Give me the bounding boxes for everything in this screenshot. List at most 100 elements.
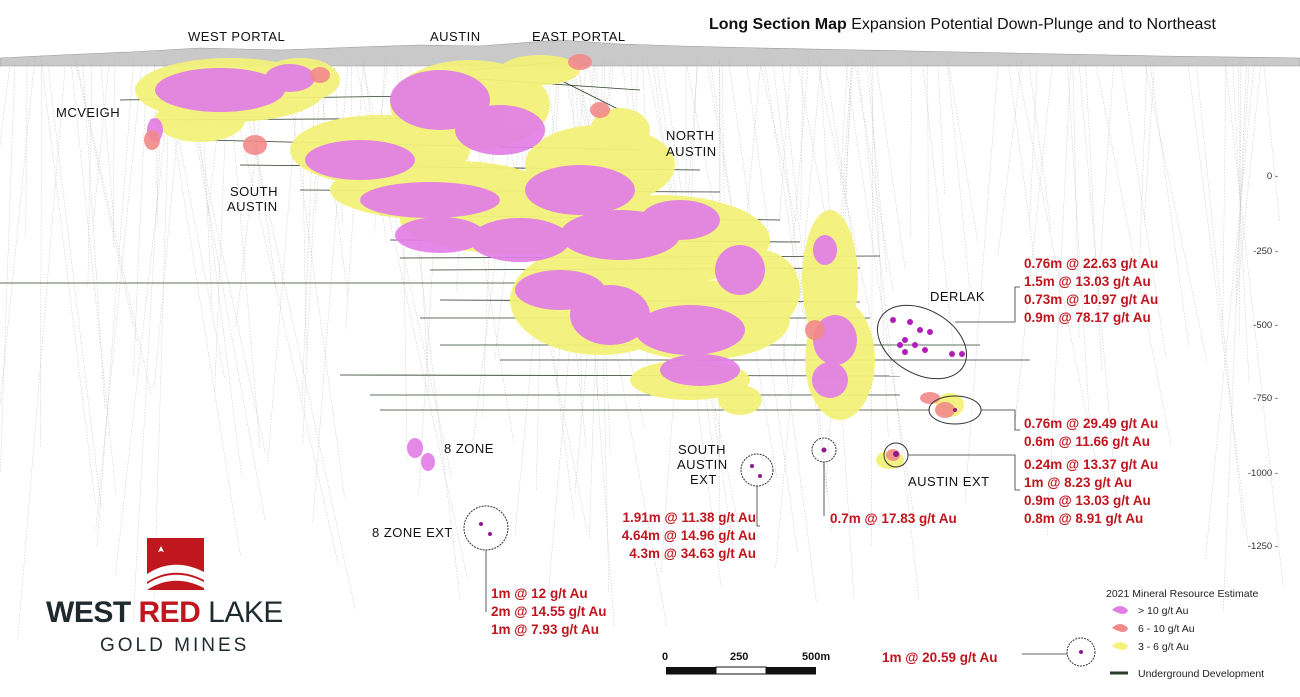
scale-bar: 0 250 500m [662,651,830,674]
intercept-middle: 0.7m @ 17.83 g/t Au [830,511,957,526]
intercept-south-austin-ext: 4.3m @ 34.63 g/t Au [629,546,756,561]
drill-trace [0,62,10,393]
drill-trace [41,59,95,504]
intercept-derlak: 0.76m @ 22.63 g/t Au [1024,256,1158,271]
zone-south-austin-ext-line1: SOUTH [678,442,726,457]
drill-trace [18,64,66,640]
drill-trace [855,65,893,291]
intercept-austin-ext-upper: 0.6m @ 11.66 g/t Au [1024,434,1150,449]
company-logo: WEST RED LAKE GOLD MINES [46,538,283,656]
drill-trace [1206,59,1255,559]
zone-north-austin-line2: AUSTIN [666,144,717,159]
intercept-derlak: 0.73m @ 10.97 g/t Au [1024,292,1158,307]
intercept-austin-ext-lower: 1m @ 8.23 g/t Au [1024,475,1132,490]
depth-tick: -750 - [1253,393,1278,404]
south-austin-ext-target [741,454,773,486]
intercept-8-zone-ext: 2m @ 14.55 g/t Au [491,604,606,619]
intercept-derlak: 0.9m @ 78.17 g/t Au [1024,310,1151,325]
drill-trace [97,60,134,548]
eight-zone-ext-target [464,506,508,550]
resource-estimate-blocks [135,54,964,471]
intercept-8-zone-ext: 1m @ 12 g/t Au [491,586,588,601]
drill-trace [1263,58,1280,222]
intercept-austin-ext-upper: 0.76m @ 29.49 g/t Au [1024,416,1158,431]
intercept-austin-ext-lower: 0.8m @ 8.91 g/t Au [1024,511,1143,526]
drill-trace [1029,64,1051,229]
drill-trace [779,61,791,221]
drill-trace [948,59,978,240]
drill-trace [40,61,41,448]
legend-label-mid: 6 - 10 g/t Au [1138,623,1195,635]
drill-trace [48,63,102,508]
drill-trace [1067,64,1090,427]
drill-trace [923,65,954,348]
drill-trace [1188,63,1249,546]
drill-trace [1144,63,1154,222]
zone-east-portal: EAST PORTAL [532,29,626,44]
intercept-8-zone-ext: 1m @ 7.93 g/t Au [491,622,599,637]
legend-label-development: Underground Development [1138,668,1264,680]
depth-tick: -250 - [1253,246,1278,257]
drill-trace [93,65,109,223]
drill-trace [867,58,887,272]
depth-axis: 0 - -250 - -500 - -750 - -1000 - -1250 - [1248,171,1278,552]
depth-tick: -1000 - [1248,468,1278,479]
drill-trace [965,64,998,502]
zone-austin: AUSTIN [430,29,481,44]
drill-trace [1086,66,1102,372]
zone-south-austin-line2: AUSTIN [227,199,278,214]
drill-trace [1236,65,1250,290]
zone-south-austin-line1: SOUTH [230,184,278,199]
zone-north-austin-line1: NORTH [666,128,714,143]
map-title: Long Section Map Expansion Potential Dow… [709,16,1216,33]
drill-trace [1223,64,1246,612]
legend-title: 2021 Mineral Resource Estimate [1106,588,1258,600]
zone-8-zone: 8 ZONE [444,441,494,456]
drill-trace [871,60,873,547]
drill-trace [1030,61,1038,221]
scale-label: 0 [662,651,668,663]
drill-trace [998,59,1022,255]
drill-trace [1009,64,1037,277]
legend-label-high: > 10 g/t Au [1138,605,1189,617]
drill-trace [938,61,945,194]
intercept-austin-ext-lower: 0.9m @ 13.03 g/t Au [1024,493,1151,508]
drill-trace [88,61,92,287]
intercept-austin-ext-lower: 0.24m @ 13.37 g/t Au [1024,457,1158,472]
drill-trace [1014,63,1052,432]
drill-trace [1145,66,1207,362]
zone-8-zone-ext: 8 ZONE EXT [372,525,453,540]
logo-wordmark: WEST RED LAKE [46,596,283,629]
zone-west-portal: WEST PORTAL [188,29,285,44]
scale-label: 250 [730,651,748,663]
drill-trace [948,62,970,288]
derlak-target [864,290,979,393]
legend: 2021 Mineral Resource Estimate > 10 g/t … [1106,588,1264,680]
depth-tick: -1250 - [1248,541,1278,552]
zone-derlak: DERLAK [930,289,985,304]
drill-trace [876,65,905,270]
zone-mcveigh: MCVEIGH [56,105,120,120]
drill-trace [302,65,316,402]
intercept-south-austin-ext: 4.64m @ 14.96 g/t Au [622,528,756,543]
intercept-derlak: 1.5m @ 13.03 g/t Au [1024,274,1151,289]
drill-trace [910,58,912,238]
drill-trace [1196,65,1243,529]
intercept-far-east: 1m @ 20.59 g/t Au [882,650,997,665]
drill-trace [113,59,114,247]
depth-tick: 0 - [1267,171,1278,182]
legend-swatch-mid [1112,624,1128,632]
depth-tick: -500 - [1253,320,1278,331]
logo-subtitle: GOLD MINES [100,635,249,656]
legend-label-low: 3 - 6 g/t Au [1138,641,1189,653]
drill-trace [133,62,147,375]
drill-trace [71,61,116,494]
drill-trace [1223,58,1226,323]
legend-swatch-low [1112,642,1128,650]
zone-austin-ext: AUSTIN EXT [908,474,990,489]
zone-south-austin-ext-line3: EXT [690,472,717,487]
intercept-south-austin-ext: 1.91m @ 11.38 g/t Au [623,510,756,525]
drill-trace [801,59,804,220]
